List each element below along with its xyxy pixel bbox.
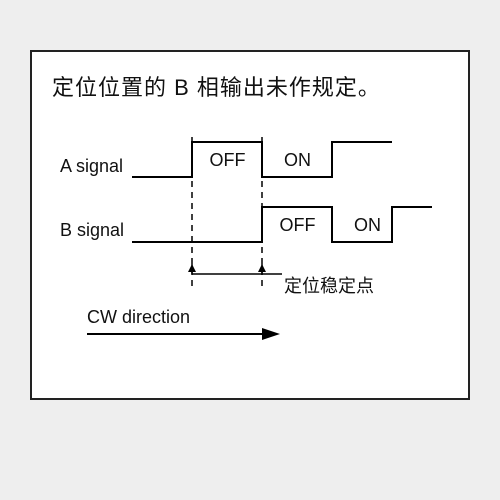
timing-svg	[32, 112, 472, 392]
timing-diagram: A signal B signal OFF ON OFF ON 定位稳定点 CW…	[32, 112, 472, 392]
b-signal-waveform	[132, 207, 432, 242]
cw-arrow-head	[262, 328, 280, 340]
bracket-arrow-right	[258, 264, 266, 272]
bracket-arrow-left	[188, 264, 196, 272]
diagram-panel: 定位位置的 B 相输出未作规定。 A signal B signal OFF O…	[30, 50, 470, 400]
panel-title: 定位位置的 B 相输出未作规定。	[52, 70, 381, 102]
a-signal-waveform	[132, 142, 392, 177]
